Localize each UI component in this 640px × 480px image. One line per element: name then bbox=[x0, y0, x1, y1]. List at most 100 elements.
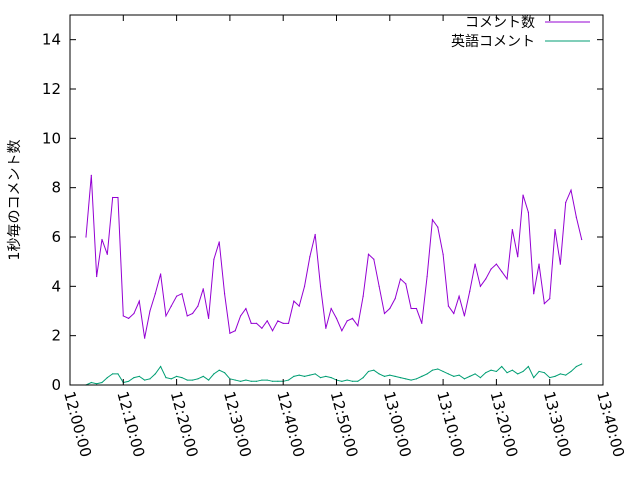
data-point bbox=[128, 317, 130, 319]
data-point bbox=[207, 379, 210, 381]
data-point bbox=[293, 375, 295, 377]
data-point bbox=[207, 317, 210, 319]
data-point bbox=[511, 369, 513, 371]
data-point bbox=[570, 189, 572, 191]
data-point bbox=[128, 380, 130, 382]
data-point bbox=[458, 374, 460, 376]
data-point bbox=[96, 275, 98, 278]
data-point bbox=[277, 320, 279, 322]
data-point bbox=[373, 369, 375, 371]
data-point bbox=[554, 375, 556, 377]
data-point bbox=[410, 307, 412, 310]
data-point bbox=[191, 312, 194, 315]
data-point bbox=[389, 374, 391, 376]
data-point bbox=[176, 375, 178, 377]
data-point bbox=[581, 363, 583, 365]
data-point bbox=[266, 320, 268, 322]
data-point bbox=[383, 375, 386, 377]
data-point bbox=[149, 310, 151, 312]
legend-label: コメント数 bbox=[465, 15, 535, 31]
data-point bbox=[144, 337, 146, 339]
data-point bbox=[527, 365, 529, 368]
data-point bbox=[346, 379, 348, 381]
data-point bbox=[314, 373, 316, 375]
data-point bbox=[399, 377, 402, 379]
data-point bbox=[266, 379, 268, 381]
data-point bbox=[154, 373, 156, 375]
data-point bbox=[245, 307, 247, 310]
data-point bbox=[570, 370, 572, 373]
data-point bbox=[543, 372, 545, 374]
data-point bbox=[415, 378, 418, 380]
data-point bbox=[437, 368, 439, 370]
series-layer bbox=[85, 174, 583, 386]
data-point bbox=[421, 322, 423, 324]
data-point bbox=[106, 377, 108, 379]
data-point bbox=[469, 375, 471, 377]
data-point bbox=[181, 293, 183, 295]
data-point bbox=[442, 370, 444, 373]
data-point bbox=[522, 370, 524, 373]
data-point bbox=[138, 300, 140, 302]
data-point bbox=[549, 298, 551, 300]
data-point bbox=[255, 380, 258, 382]
data-point bbox=[261, 379, 263, 381]
data-point bbox=[298, 374, 300, 376]
data-point bbox=[298, 305, 300, 307]
data-point bbox=[479, 285, 482, 287]
data-point bbox=[223, 293, 226, 295]
data-point bbox=[197, 378, 199, 380]
data-point bbox=[538, 263, 540, 265]
data-point bbox=[346, 320, 348, 322]
y-tick-label: 6 bbox=[51, 228, 61, 246]
data-point bbox=[533, 293, 535, 295]
data-point bbox=[325, 375, 327, 377]
series-line-1 bbox=[85, 363, 582, 386]
y-tick-label: 4 bbox=[51, 277, 61, 295]
data-point bbox=[229, 332, 231, 334]
data-point bbox=[271, 330, 274, 332]
data-point bbox=[133, 377, 135, 379]
data-point bbox=[511, 229, 513, 231]
data-point bbox=[154, 293, 156, 295]
data-point bbox=[362, 377, 364, 379]
y-tick-label: 2 bbox=[51, 327, 61, 345]
data-point bbox=[383, 312, 386, 315]
data-point bbox=[176, 295, 178, 297]
data-point bbox=[223, 372, 226, 374]
data-point bbox=[314, 233, 316, 236]
data-point bbox=[367, 253, 370, 255]
data-point bbox=[426, 373, 428, 375]
data-point bbox=[549, 377, 551, 379]
data-point bbox=[325, 327, 327, 329]
data-point bbox=[527, 211, 529, 213]
data-point bbox=[469, 290, 471, 292]
data-point bbox=[85, 236, 87, 238]
data-point bbox=[101, 381, 103, 384]
data-point bbox=[117, 373, 119, 375]
data-point bbox=[335, 317, 338, 319]
data-point bbox=[485, 278, 487, 280]
data-point bbox=[112, 373, 114, 375]
data-point bbox=[287, 379, 290, 381]
data-point bbox=[330, 307, 332, 310]
data-point bbox=[565, 201, 567, 204]
data-point bbox=[501, 270, 503, 273]
data-point bbox=[319, 285, 322, 287]
data-point bbox=[357, 325, 359, 327]
data-point bbox=[474, 263, 476, 265]
data-point bbox=[458, 295, 460, 297]
data-point bbox=[517, 373, 519, 375]
data-point bbox=[431, 219, 434, 221]
data-point bbox=[405, 283, 407, 285]
data-point bbox=[373, 258, 375, 260]
data-point bbox=[197, 305, 199, 307]
data-point bbox=[575, 216, 577, 218]
data-point bbox=[575, 365, 577, 368]
data-point bbox=[506, 278, 508, 280]
data-point bbox=[170, 305, 172, 307]
data-point bbox=[506, 372, 508, 374]
data-point bbox=[112, 196, 114, 199]
data-point bbox=[293, 300, 295, 302]
